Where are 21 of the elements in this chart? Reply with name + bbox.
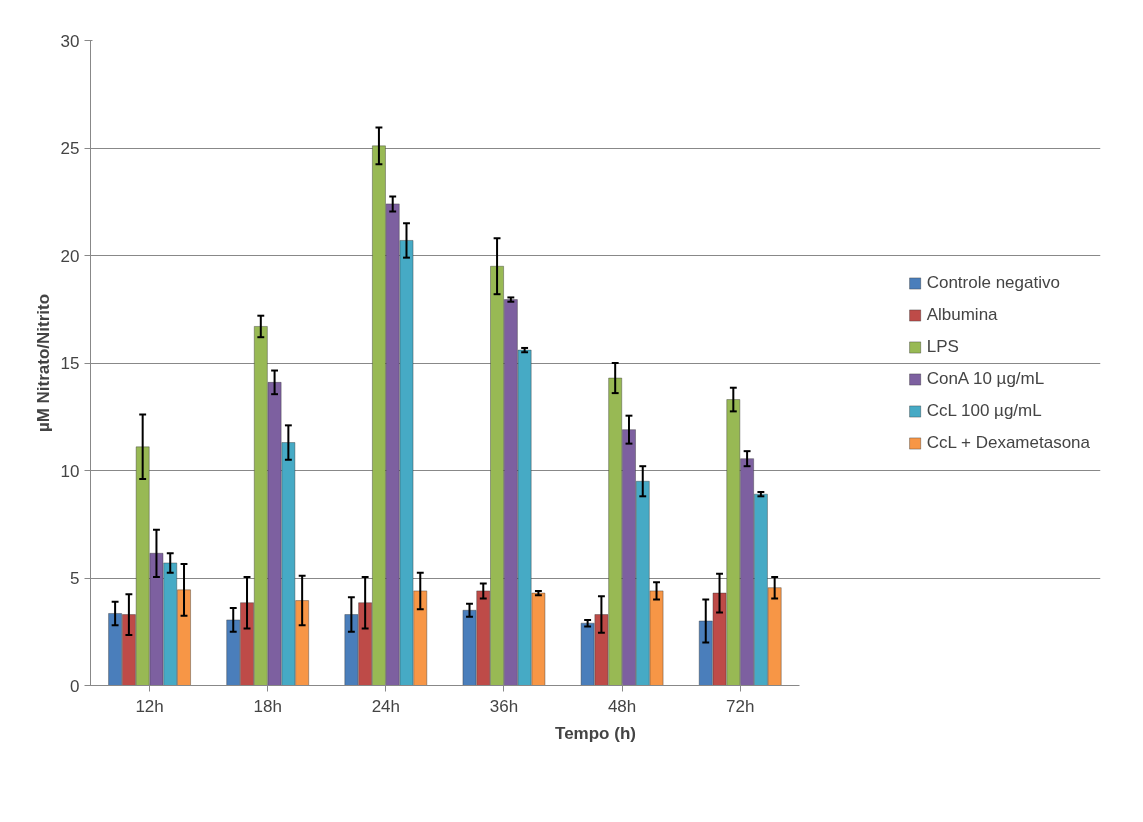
y-tick-label: 0 <box>70 676 80 696</box>
x-axis-title: Tempo (h) <box>555 723 636 743</box>
y-tick-label: 25 <box>60 139 80 158</box>
y-axis-title: µM Nitrato/Nitrito <box>33 293 53 433</box>
legend-label: Albumina <box>926 304 998 325</box>
x-tick-label: 24h <box>371 696 401 716</box>
x-tick-label: 48h <box>607 696 637 716</box>
legend-label: CcL + Dexametasona <box>926 432 1090 453</box>
y-tick-label: 15 <box>60 354 80 373</box>
legend-label: Controle negativo <box>926 272 1060 293</box>
legend-label: ConA 10 µg/mL <box>926 368 1045 389</box>
y-tick-label: 20 <box>60 246 80 266</box>
legend-label: LPS <box>926 336 959 357</box>
y-tick-label: 10 <box>60 461 80 481</box>
x-tick-label: 18h <box>253 696 282 716</box>
x-tick-label: 12h <box>135 696 164 716</box>
y-tick-label: 30 <box>60 31 80 51</box>
x-tick-label: 72h <box>726 696 755 716</box>
x-tick-label: 36h <box>489 696 519 716</box>
legend-label: CcL 100 µg/mL <box>926 400 1042 421</box>
y-tick-label: 5 <box>70 569 80 588</box>
